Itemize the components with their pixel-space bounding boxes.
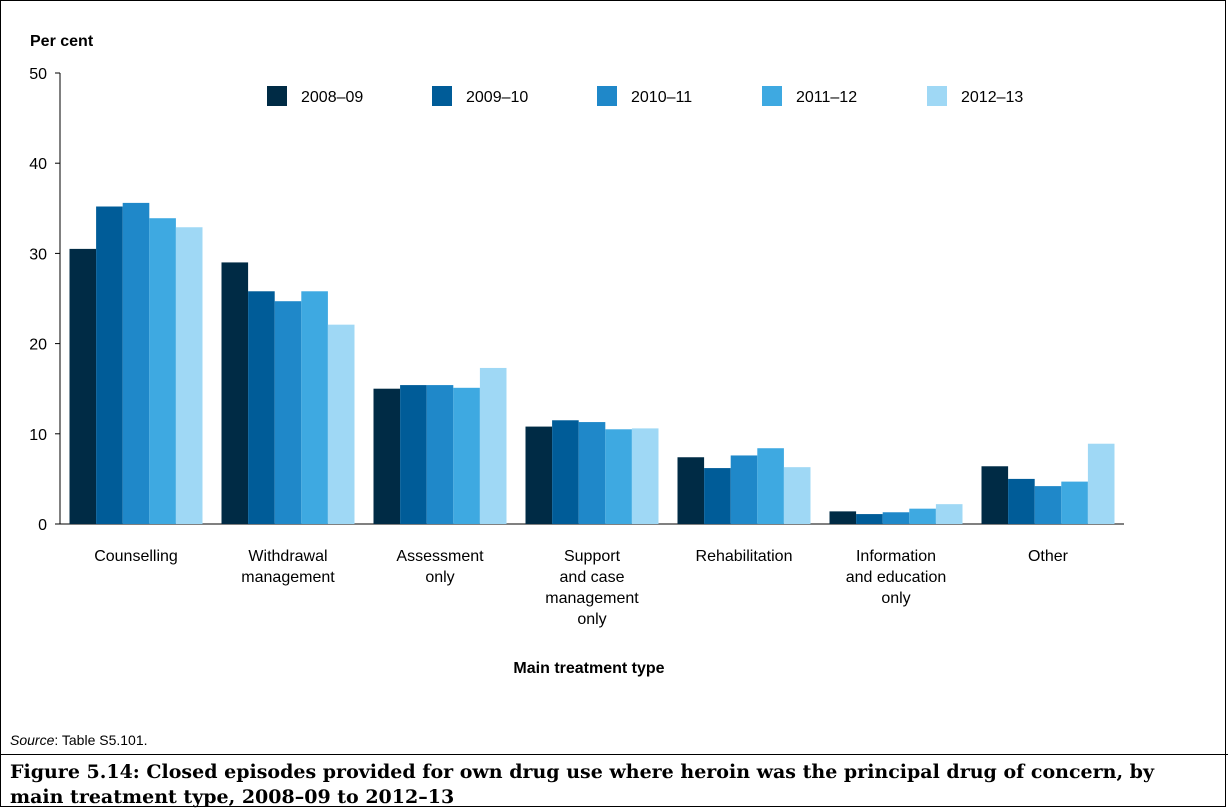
legend: 2008–09 2009–10 2010–11 2011–12 2012–13 (267, 86, 1023, 106)
bar (1008, 478, 1035, 524)
bar (704, 468, 731, 524)
bar (175, 227, 203, 525)
bars (69, 202, 1115, 525)
bar (730, 455, 758, 524)
x-tick-label: Rehabilitation (696, 548, 793, 565)
y-axis-label: Per cent (30, 33, 94, 50)
source-label: Source (10, 732, 55, 748)
legend-label: 2008–09 (301, 89, 363, 106)
x-tick-label: Counselling (94, 548, 178, 565)
bar (856, 514, 883, 524)
bar (373, 388, 401, 524)
legend-label: 2009–10 (466, 89, 528, 106)
bar (400, 385, 427, 524)
legend-label: 2011–12 (796, 89, 857, 106)
bar (578, 422, 606, 524)
x-axis-label: Main treatment type (513, 660, 664, 677)
bar (1034, 486, 1062, 524)
x-tick-label: Assessment only (396, 548, 484, 586)
x-tick-label: Information and education only (846, 548, 947, 607)
bar (327, 324, 355, 524)
x-tick-label: Withdrawal management (241, 548, 335, 586)
bar (122, 202, 150, 524)
bar (1087, 443, 1115, 524)
bar (829, 511, 857, 524)
bar (525, 426, 553, 524)
bar (677, 457, 705, 524)
bar-chart: Per cent 0 10 20 30 40 50 Counselling Withdraw… (29, 33, 1124, 677)
y-tick-label: 20 (29, 337, 47, 354)
bar (757, 448, 784, 524)
legend-swatch (597, 86, 617, 106)
legend-label: 2012–13 (961, 89, 1023, 106)
bar (221, 262, 249, 524)
bar (935, 504, 963, 524)
bar (453, 387, 480, 524)
legend-swatch (267, 86, 287, 106)
y-tick-label: 30 (29, 246, 47, 263)
bar (248, 291, 275, 524)
bar (882, 512, 910, 524)
y-tick-label: 40 (29, 156, 47, 173)
y-tick-label: 10 (29, 427, 47, 444)
bar (479, 367, 507, 524)
y-tick-label: 50 (29, 66, 47, 83)
legend-label: 2010–11 (631, 89, 692, 106)
x-tick-label: Support and case management only (545, 548, 639, 628)
bar (631, 428, 659, 524)
bar (96, 206, 123, 524)
bar (981, 466, 1009, 524)
bar (426, 385, 454, 524)
bar (149, 218, 176, 524)
legend-swatch (432, 86, 452, 106)
legend-swatch (762, 86, 782, 106)
bar (1061, 481, 1088, 524)
x-axis-tick-labels: Counselling Withdrawal management Assessmen… (94, 548, 1068, 628)
bar (301, 291, 328, 524)
bar (605, 429, 632, 524)
y-tick-label: 0 (38, 517, 47, 534)
source-text: : Table S5.101. (54, 732, 148, 748)
bar (783, 467, 811, 524)
source-note: Source: Table S5.101. (10, 732, 148, 748)
bar (274, 301, 302, 524)
caption-divider (0, 754, 1228, 755)
bar (552, 420, 579, 524)
bar (69, 248, 97, 524)
figure-caption: Figure 5.14: Closed episodes provided fo… (10, 761, 1154, 808)
x-tick-label: Other (1028, 548, 1069, 565)
bar (909, 508, 936, 524)
y-axis-ticks: 0 10 20 30 40 50 (29, 66, 60, 534)
legend-swatch (927, 86, 947, 106)
